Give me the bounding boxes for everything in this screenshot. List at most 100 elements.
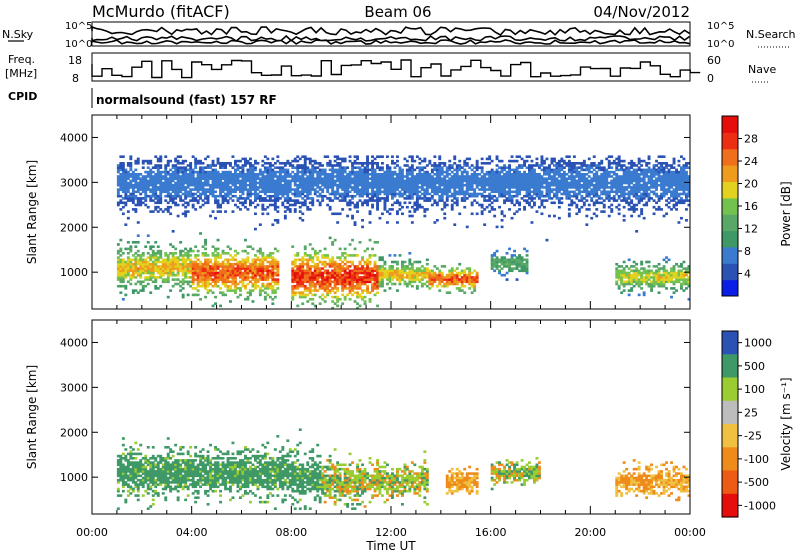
heatmap-cell	[418, 269, 422, 273]
heatmap-cell	[184, 201, 188, 205]
heatmap-cell	[263, 155, 267, 158]
heatmap-cell	[271, 188, 275, 191]
heatmap-cell	[231, 273, 235, 277]
heatmap-cell	[510, 216, 514, 220]
heatmap-cell	[428, 173, 432, 176]
heatmap-cell	[246, 295, 250, 299]
heatmap-cell	[361, 265, 364, 268]
heatmap-cell	[204, 267, 207, 270]
heatmap-cell	[166, 170, 170, 174]
heatmap-cell	[166, 188, 170, 191]
heatmap-cell	[318, 203, 322, 207]
heatmap-cell	[214, 256, 217, 259]
heatmap-cell	[336, 155, 340, 158]
heatmap-cell	[371, 267, 374, 270]
heatmap-cell	[438, 278, 442, 281]
heatmap-cell	[161, 258, 165, 262]
heatmap-cell	[331, 164, 335, 167]
heatmap-cell	[169, 199, 173, 202]
heatmap-cell	[189, 276, 193, 279]
heatmap-cell	[176, 256, 180, 259]
heatmap-cell	[425, 199, 429, 202]
heatmap-cell	[430, 203, 434, 207]
heatmap-cell	[361, 298, 364, 301]
heatmap-cell	[216, 162, 220, 165]
heatmap-cell	[415, 284, 419, 288]
heatmap-cell	[326, 293, 330, 297]
heatmap-cell	[241, 183, 245, 187]
heatmap-cell	[301, 190, 305, 194]
heatmap-cell	[391, 188, 394, 191]
heatmap-cell	[211, 252, 215, 255]
heatmap-cell	[139, 173, 143, 176]
heatmap-cell	[410, 262, 414, 266]
heatmap-cell	[258, 262, 262, 266]
heatmap-cell	[131, 291, 135, 294]
heatmap-cell	[313, 183, 317, 187]
heatmap-cell	[229, 300, 232, 303]
heatmap-cell	[448, 282, 452, 286]
heatmap-cell	[256, 267, 260, 270]
heatmap-cell	[443, 162, 447, 165]
heatmap-cell	[376, 265, 379, 268]
heatmap-cell	[201, 284, 205, 288]
heatmap-cell	[156, 164, 160, 167]
heatmap-cell	[251, 175, 255, 178]
heatmap-cell	[440, 179, 444, 183]
heatmap-cell	[515, 173, 519, 176]
heatmap-cell	[580, 194, 584, 198]
heatmap-cell	[211, 164, 215, 167]
heatmap-cell	[483, 186, 487, 189]
heatmap-cell	[211, 170, 215, 174]
heatmap-cell	[540, 177, 544, 180]
heatmap-cell	[485, 177, 489, 180]
heatmap-cell	[301, 155, 305, 158]
heatmap-cell	[246, 197, 250, 200]
heatmap-cell	[186, 201, 190, 205]
heatmap-cell	[306, 254, 310, 257]
heatmap-cell	[523, 188, 526, 191]
heatmap-cell	[398, 269, 402, 273]
heatmap-cell	[470, 212, 474, 216]
heatmap-cell	[338, 173, 342, 176]
heatmap-cell	[393, 170, 397, 174]
heatmap-cell	[465, 164, 469, 167]
heatmap-cell	[518, 262, 521, 266]
heatmap-cell	[381, 197, 384, 200]
heatmap-cell	[276, 179, 280, 183]
heatmap-cell	[361, 181, 364, 185]
heatmap-cell	[131, 208, 135, 211]
heatmap-cell	[194, 162, 198, 165]
heatmap-cell	[149, 188, 153, 191]
heatmap-cell	[313, 179, 317, 183]
heatmap-cell	[214, 183, 217, 187]
heatmap-cell	[366, 177, 369, 180]
heatmap-cell	[336, 183, 340, 187]
heatmap-cell	[131, 199, 135, 202]
heatmap-cell	[214, 258, 217, 262]
heatmap-cell	[266, 162, 270, 165]
heatmap-cell	[244, 186, 247, 189]
heatmap-cell	[224, 280, 227, 284]
heatmap-cell	[577, 208, 581, 211]
heatmap-cell	[520, 179, 524, 183]
heatmap-cell	[538, 173, 541, 176]
heatmap-cell	[567, 208, 571, 211]
heatmap-cell	[396, 212, 399, 216]
heatmap-cell	[196, 276, 200, 279]
heatmap-cell	[458, 166, 462, 169]
heatmap-cell	[179, 177, 183, 180]
heatmap-cell	[184, 265, 188, 268]
heatmap-cell	[376, 177, 379, 180]
heatmap-cell	[219, 304, 222, 308]
heatmap-cell	[525, 186, 529, 189]
heatmap-cell	[336, 273, 340, 277]
heatmap-cell	[353, 223, 357, 226]
heatmap-cell	[186, 276, 190, 279]
heatmap-cell	[405, 282, 409, 286]
heatmap-cell	[256, 256, 260, 259]
heatmap-cell	[410, 221, 414, 224]
heatmap-cell	[224, 170, 227, 174]
heatmap-cell	[363, 199, 367, 202]
heatmap-cell	[423, 269, 427, 273]
